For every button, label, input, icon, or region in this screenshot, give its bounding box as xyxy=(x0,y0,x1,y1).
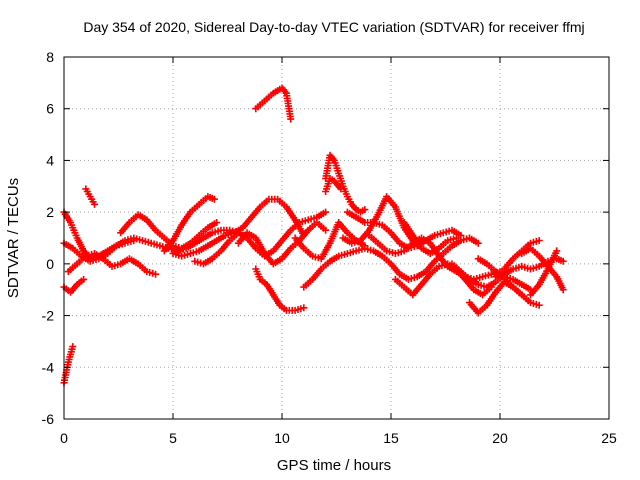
y-axis-label: SDTVAR / TECUs xyxy=(5,178,22,298)
data-point-marks xyxy=(518,244,567,294)
series-arc-28 xyxy=(527,247,561,299)
x-tick-label: 0 xyxy=(60,430,68,446)
series-arc-16 xyxy=(322,151,369,216)
y-tick-label: 0 xyxy=(46,256,54,272)
data-point-marks xyxy=(64,250,160,278)
data-point-marks xyxy=(82,185,98,208)
plot-frame xyxy=(63,56,610,420)
y-tick-label: 8 xyxy=(46,49,54,65)
series-arc-11 xyxy=(252,84,295,123)
data-point-marks xyxy=(191,208,330,268)
y-tick-label: -4 xyxy=(42,359,55,375)
series-arc-13 xyxy=(234,219,330,268)
data-point-marks xyxy=(400,219,460,257)
x-tick-label: 25 xyxy=(601,430,617,446)
x-tick-label: 5 xyxy=(169,430,177,446)
data-point-marks xyxy=(252,265,308,314)
tick-layer: 0 5 10 15 20 25 -6 -4 -2 0 2 4 6 8 xyxy=(42,49,617,446)
series-arc-12 xyxy=(252,265,308,314)
series-arc-04 xyxy=(82,185,98,208)
y-tick-label: -2 xyxy=(42,308,55,324)
y-tick-label: 4 xyxy=(46,152,54,168)
x-tick-label: 20 xyxy=(492,430,508,446)
series-arc-10 xyxy=(191,208,330,268)
data-point-marks xyxy=(527,247,561,299)
series-arc-06 xyxy=(64,250,160,278)
series-arc-08 xyxy=(160,193,218,255)
y-tick-label: -6 xyxy=(42,411,55,427)
data-point-marks xyxy=(500,275,543,309)
data-point-marks xyxy=(234,219,330,268)
series-arc-29 xyxy=(518,244,567,294)
data-point-marks xyxy=(322,151,369,216)
series-arc-01 xyxy=(60,343,77,387)
series-arc-22 xyxy=(400,219,460,257)
y-tick-label: 6 xyxy=(46,101,54,117)
x-tick-label: 10 xyxy=(274,430,290,446)
x-axis-label: GPS time / hours xyxy=(277,457,391,474)
data-point-marks xyxy=(160,193,218,255)
chart-title: Day 354 of 2020, Sidereal Day-to-day VTE… xyxy=(83,19,584,35)
data-layer xyxy=(60,84,567,387)
data-point-marks xyxy=(252,84,295,123)
data-point-marks xyxy=(492,237,543,281)
y-tick-label: 2 xyxy=(46,204,54,220)
series-arc-17 xyxy=(322,175,345,195)
data-point-marks xyxy=(322,175,345,195)
series-arc-27 xyxy=(500,275,543,309)
x-tick-label: 15 xyxy=(383,430,399,446)
data-point-marks xyxy=(60,343,77,387)
series-arc-26 xyxy=(492,237,543,281)
